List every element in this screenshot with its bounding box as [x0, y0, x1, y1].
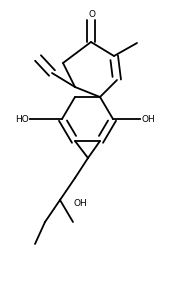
Text: OH: OH: [141, 115, 155, 124]
Text: O: O: [88, 10, 96, 19]
Text: HO: HO: [15, 115, 29, 124]
Text: OH: OH: [73, 198, 87, 207]
